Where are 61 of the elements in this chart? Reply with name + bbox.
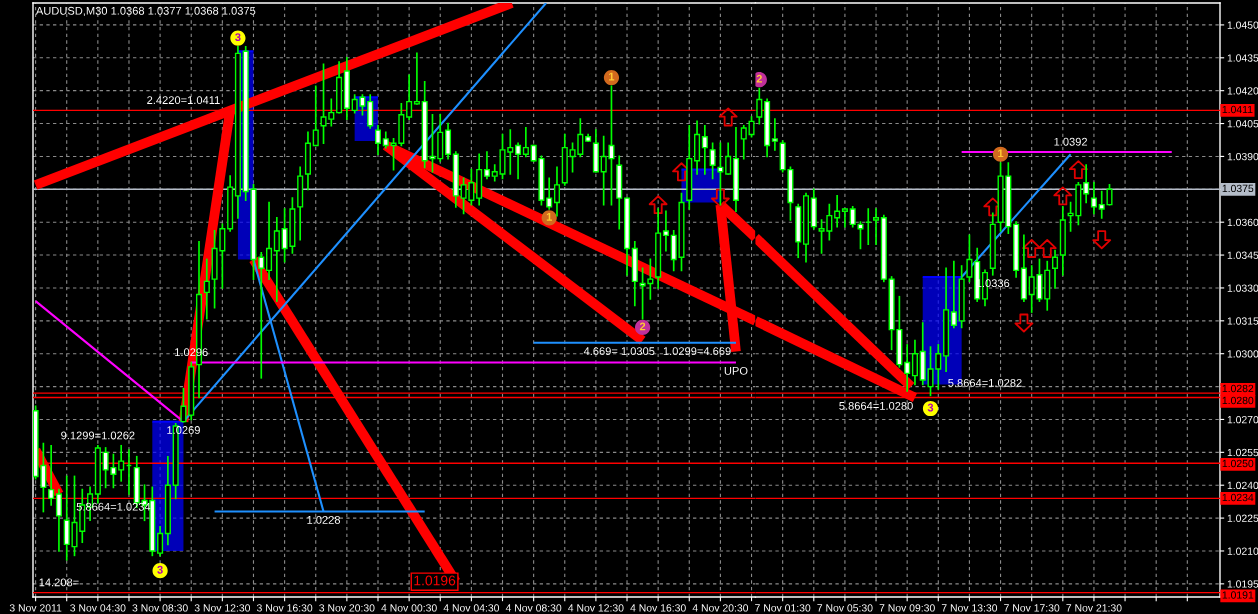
annotation: 2.4220=1.0411 — [147, 96, 220, 105]
annotation: 2 — [756, 74, 762, 83]
chart-title: AUDUSD,M30 1.0368 1.0377 1.0368 1.0375 — [35, 6, 256, 17]
x-tick-label: 3 Nov 2011 — [9, 604, 62, 612]
x-tick-label: 4 Nov 12:30 — [568, 604, 624, 612]
x-tick-label: 4 Nov 08:30 — [505, 604, 562, 612]
x-tick-label: 7 Nov 13:30 — [941, 604, 998, 612]
ref-line-label: 1.0280 — [1222, 396, 1254, 405]
annotation: 1.0299=4.669 — [663, 347, 731, 356]
x-tick-label: 7 Nov 09:30 — [879, 604, 935, 612]
y-tick-label: 1.0255 — [1227, 448, 1258, 457]
annotation: 3 — [157, 565, 163, 574]
x-tick-label: 3 Nov 08:30 — [132, 604, 188, 612]
y-tick-label: 1.0225 — [1227, 514, 1258, 522]
y-tick-label: 1.0345 — [1227, 251, 1258, 259]
annotation: 1.0392 — [1054, 137, 1088, 146]
ref-line-label: 1.0191 — [1222, 591, 1254, 599]
x-tick-label: 3 Nov 16:30 — [256, 604, 313, 612]
ref-line-label: 1.0234 — [1222, 493, 1254, 502]
x-tick-label: 3 Nov 04:30 — [70, 604, 126, 612]
annotation: 1 — [546, 213, 552, 221]
annotation: 1 — [998, 149, 1004, 158]
ref-line-label: 1.0375 — [1222, 184, 1254, 193]
annotation: UPO — [724, 366, 748, 375]
annotation: 5.8664=1.0282 — [948, 378, 1022, 387]
x-tick-label: 3 Nov 20:30 — [319, 604, 375, 612]
annotation: 3 — [235, 33, 241, 42]
annotation: 1 — [609, 72, 615, 81]
x-tick-label: 7 Nov 17:30 — [1004, 604, 1060, 612]
x-tick-label: 7 Nov 21:30 — [1066, 604, 1122, 612]
y-tick-label: 1.0435 — [1227, 54, 1258, 62]
x-tick-label: 4 Nov 20:30 — [692, 604, 749, 612]
y-tick-label: 1.0300 — [1227, 350, 1258, 358]
x-tick-label: 7 Nov 05:30 — [817, 604, 873, 612]
y-tick-label: 1.0315 — [1227, 317, 1258, 325]
y-tick-label: 1.0420 — [1227, 87, 1258, 95]
y-tick-label: 1.0195 — [1227, 580, 1258, 588]
data-label: 1.0196 — [414, 575, 456, 586]
y-tick-label: 1.0450 — [1227, 21, 1258, 29]
annotation: 9.1299=1.0262 — [61, 431, 135, 440]
y-tick-label: 1.0210 — [1227, 547, 1258, 555]
ref-line-label: 1.0250 — [1222, 459, 1254, 468]
y-tick-label: 1.0330 — [1227, 284, 1258, 292]
x-tick-label: 4 Nov 16:30 — [630, 604, 686, 612]
annotation: 2 — [639, 322, 646, 331]
annotation: 5.8664=1.0280 — [839, 402, 913, 410]
x-tick-label: 7 Nov 01:30 — [755, 604, 811, 612]
y-tick-label: 1.0240 — [1227, 481, 1258, 490]
annotation: 1.0228 — [307, 515, 341, 524]
y-tick-label: 1.0405 — [1227, 120, 1258, 128]
y-tick-label: 1.0390 — [1227, 152, 1258, 161]
annotation: 3 — [927, 403, 934, 412]
ref-line-label: 1.0282 — [1222, 384, 1254, 393]
x-tick-label: 4 Nov 00:30 — [381, 604, 437, 612]
y-tick-label: 1.0360 — [1227, 218, 1258, 227]
x-tick-label: 4 Nov 04:30 — [443, 604, 500, 612]
annotation: 4.669= 1.0305 — [583, 347, 655, 356]
y-tick-label: 1.0270 — [1227, 415, 1258, 424]
ref-line-label: 1.0411 — [1222, 105, 1253, 114]
annotation: 14.208= — [39, 578, 79, 587]
x-tick-label: 3 Nov 12:30 — [194, 604, 251, 612]
